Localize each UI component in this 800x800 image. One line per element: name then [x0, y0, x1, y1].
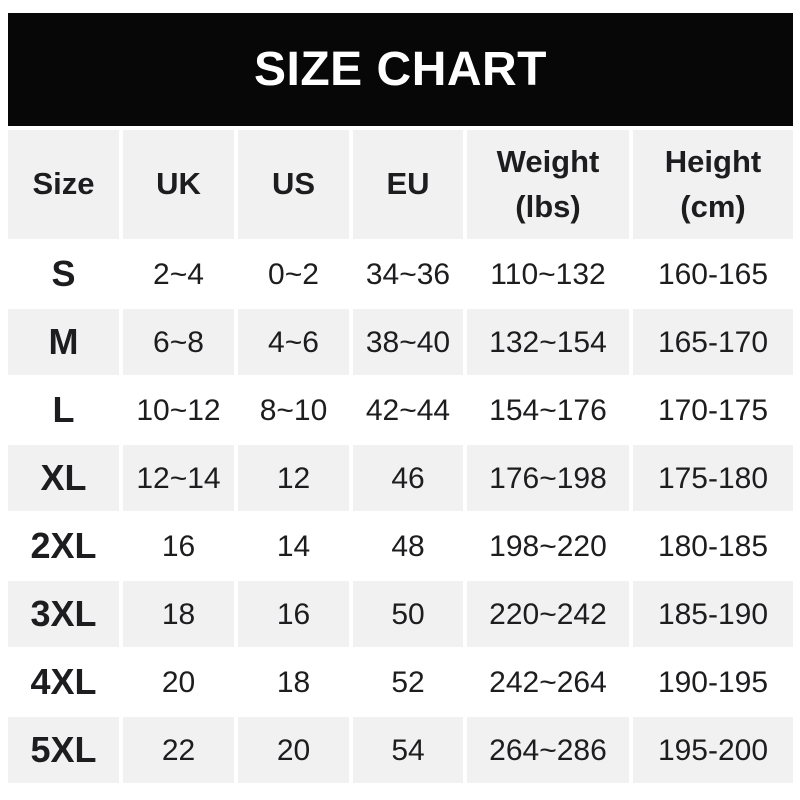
cell-uk: 22	[123, 717, 234, 783]
cell-weight: 242~264	[467, 649, 629, 715]
cell-us: 16	[238, 581, 349, 647]
page-title: SIZE CHART	[254, 43, 547, 96]
cell-height: 165-170	[633, 309, 793, 375]
cell-size: S	[8, 241, 119, 307]
cell-eu: 54	[353, 717, 463, 783]
header-label: EU	[386, 166, 430, 202]
banner: SIZE CHART	[8, 13, 793, 126]
cell-weight: 132~154	[467, 309, 629, 375]
header-label: Size	[32, 166, 95, 202]
cell-weight: 154~176	[467, 377, 629, 443]
cell-uk: 20	[123, 649, 234, 715]
cell-uk: 16	[123, 513, 234, 579]
cell-us: 8~10	[238, 377, 349, 443]
cell-height: 170-175	[633, 377, 793, 443]
header-sublabel: (lbs)	[515, 188, 581, 224]
cell-size: M	[8, 309, 119, 375]
cell-uk: 12~14	[123, 445, 234, 511]
cell-eu: 48	[353, 513, 463, 579]
cell-weight: 220~242	[467, 581, 629, 647]
cell-height: 160-165	[633, 241, 793, 307]
cell-uk: 6~8	[123, 309, 234, 375]
size-table: Size UK US EU Weight (lbs) Height (cm) S 2…	[8, 130, 793, 783]
header-sublabel: (cm)	[680, 188, 746, 224]
cell-us: 14	[238, 513, 349, 579]
cell-height: 190-195	[633, 649, 793, 715]
header-cell-eu: EU	[353, 130, 463, 239]
header-cell-us: US	[238, 130, 349, 239]
cell-us: 4~6	[238, 309, 349, 375]
header-cell-size: Size	[8, 130, 119, 239]
cell-eu: 52	[353, 649, 463, 715]
cell-eu: 50	[353, 581, 463, 647]
cell-us: 20	[238, 717, 349, 783]
cell-height: 175-180	[633, 445, 793, 511]
cell-uk: 10~12	[123, 377, 234, 443]
cell-us: 0~2	[238, 241, 349, 307]
header-cell-height: Height (cm)	[633, 130, 793, 239]
cell-eu: 42~44	[353, 377, 463, 443]
header-cell-weight: Weight (lbs)	[467, 130, 629, 239]
header-label: Height	[664, 144, 762, 180]
cell-size: 4XL	[8, 649, 119, 715]
header-cell-uk: UK	[123, 130, 234, 239]
header-label: US	[271, 166, 316, 202]
cell-eu: 34~36	[353, 241, 463, 307]
cell-size: 3XL	[8, 581, 119, 647]
header-label: UK	[156, 166, 201, 202]
cell-weight: 198~220	[467, 513, 629, 579]
header-label: Weight	[496, 144, 600, 180]
cell-height: 185-190	[633, 581, 793, 647]
cell-eu: 38~40	[353, 309, 463, 375]
cell-height: 180-185	[633, 513, 793, 579]
cell-size: L	[8, 377, 119, 443]
cell-height: 195-200	[633, 717, 793, 783]
cell-us: 12	[238, 445, 349, 511]
cell-size: 5XL	[8, 717, 119, 783]
cell-size: 2XL	[8, 513, 119, 579]
cell-weight: 264~286	[467, 717, 629, 783]
cell-uk: 18	[123, 581, 234, 647]
cell-uk: 2~4	[123, 241, 234, 307]
cell-us: 18	[238, 649, 349, 715]
cell-weight: 176~198	[467, 445, 629, 511]
cell-eu: 46	[353, 445, 463, 511]
cell-weight: 110~132	[467, 241, 629, 307]
cell-size: XL	[8, 445, 119, 511]
